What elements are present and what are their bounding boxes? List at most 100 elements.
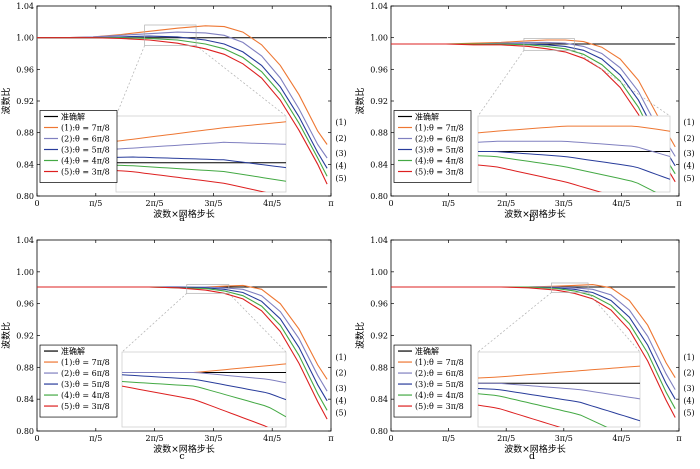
y-tick-label: 1.04	[16, 2, 34, 11]
x-tick-label: 4π/5	[263, 199, 281, 208]
legend: 准确解 (1):θ = 7π/8 (2):θ = 6π/8 (3):θ = 5π/8 (…	[39, 110, 118, 183]
x-axis-label: 波数×网格步长	[153, 208, 215, 220]
legend-box	[393, 110, 472, 183]
legend: 准确解 (1):θ = 7π/8 (2):θ = 6π/8 (3):θ = 5π/8 (…	[393, 110, 472, 183]
inset-series-line-5	[478, 404, 561, 427]
x-tick-label: π/5	[89, 434, 102, 443]
legend-entry-3: (3):θ = 5π/8	[61, 146, 110, 155]
x-tick-label: 4π/5	[263, 434, 281, 443]
y-tick-label: 1.04	[16, 236, 34, 245]
panel-d: 0.80 0.84 0.88 0.92 0.96 1.00 1.04 0 π/5 2π/5 3π/5…	[354, 236, 695, 462]
zoom-connector-right	[195, 45, 287, 117]
y-axis-label: 波数比	[354, 87, 366, 114]
y-axis-label: 波数比	[354, 322, 366, 349]
x-axis-label: 波数×网格步长	[153, 443, 215, 455]
x-tick-label: 4π/5	[612, 199, 630, 208]
curve-end-label: (1)	[335, 353, 346, 362]
y-tick-label: 0.80	[16, 192, 34, 201]
inset-series-line-2	[116, 141, 286, 150]
zoom-connector-left	[477, 292, 552, 353]
x-tick-label: 0	[388, 199, 393, 208]
legend-entry-5: (5):θ = 3π/8	[61, 402, 110, 411]
x-tick-label: π/5	[89, 199, 102, 208]
legend-entry-2: (2):θ = 6π/8	[61, 135, 110, 144]
legend-entry-0: 准确解	[415, 346, 439, 356]
y-tick-label: 0.84	[370, 160, 388, 169]
y-tick-label: 0.80	[16, 427, 34, 436]
curve-end-label: (1)	[335, 118, 346, 127]
x-axis-label: 波数×网格步长	[504, 443, 566, 455]
x-tick-label: 2π/5	[146, 434, 164, 443]
curve-end-label: (4)	[683, 396, 694, 405]
x-tick-label: π	[676, 199, 681, 208]
legend-entry-3: (3):θ = 5π/8	[415, 146, 464, 155]
panel-caption: a	[179, 213, 185, 224]
zoom-connector-left	[477, 50, 525, 117]
y-tick-label: 1.00	[16, 268, 34, 277]
x-tick-label: π/5	[442, 199, 455, 208]
y-tick-label: 1.00	[370, 34, 388, 43]
zoom-region-box	[144, 24, 197, 46]
y-tick-label: 0.88	[16, 129, 34, 138]
inset-series-line-1	[116, 121, 286, 142]
inset-series-line-3	[122, 374, 286, 401]
curve-end-label: (2)	[335, 369, 346, 378]
legend-entry-4: (4):θ = 4π/8	[415, 157, 464, 166]
legend: 准确解 (1):θ = 7π/8 (2):θ = 6π/8 (3):θ = 5π/8 (…	[39, 344, 118, 418]
y-tick-label: 0.92	[370, 332, 388, 341]
x-tick-label: 2π/5	[497, 434, 515, 443]
x-tick-label: 3π/5	[555, 199, 573, 208]
y-tick-label: 1.00	[16, 34, 34, 43]
inset-series-line-5	[478, 164, 603, 192]
y-tick-label: 0.88	[16, 363, 34, 372]
inset-series-line-3	[478, 388, 640, 422]
y-tick-label: 1.04	[370, 236, 388, 245]
legend-entry-3: (3):θ = 5π/8	[61, 380, 110, 389]
curve-end-label: (4)	[683, 161, 694, 170]
panel-a: 0.80 0.84 0.88 0.92 0.96 1.00 1.04 0 π/5 2π/5 3π/5…	[0, 2, 347, 224]
y-tick-label: 0.84	[370, 395, 388, 404]
x-tick-label: 2π/5	[146, 199, 164, 208]
legend-entry-2: (2):θ = 6π/8	[61, 369, 110, 378]
inset-frame	[477, 351, 641, 428]
y-tick-label: 1.00	[370, 268, 388, 277]
curve-end-label: (4)	[335, 396, 346, 405]
inset-plot	[477, 351, 641, 428]
x-tick-label: 2π/5	[497, 199, 515, 208]
x-tick-label: π/5	[442, 434, 455, 443]
inset-series-line-3	[116, 156, 286, 169]
curve-end-label: (5)	[335, 409, 346, 418]
curve-end-label: (2)	[683, 369, 694, 378]
x-tick-label: π	[328, 434, 333, 443]
y-tick-label: 0.88	[370, 363, 388, 372]
zoom-region-box	[523, 38, 575, 51]
x-tick-label: 0	[34, 434, 39, 443]
inset-series-line-2	[122, 372, 286, 384]
x-tick-label: 4π/5	[612, 434, 630, 443]
legend-entry-0: 准确解	[61, 346, 85, 356]
legend-entry-0: 准确解	[61, 112, 85, 122]
y-axis-label: 波数比	[0, 87, 12, 114]
inset-series-line-4	[122, 381, 286, 418]
panel-c: 0.80 0.84 0.88 0.92 0.96 1.00 1.04 0 π/5 2π/5 3π/5…	[0, 236, 347, 462]
zoom-connector-right	[228, 293, 287, 353]
curve-end-label: (5)	[683, 174, 694, 183]
inset-frame	[115, 115, 287, 193]
zoom-connector-left	[121, 293, 187, 353]
panel-caption: d	[529, 451, 535, 462]
legend-entry-1: (1):θ = 7π/8	[415, 124, 464, 133]
legend-entry-1: (1):θ = 7π/8	[61, 124, 110, 133]
zoom-region-box	[551, 282, 589, 293]
curve-end-label: (2)	[683, 134, 694, 143]
y-tick-label: 0.92	[370, 97, 388, 106]
x-tick-label: 3π/5	[204, 199, 222, 208]
legend-entry-4: (4):θ = 4π/8	[61, 391, 110, 400]
inset-series-line-4	[478, 393, 608, 427]
legend-entry-4: (4):θ = 4π/8	[61, 157, 110, 166]
x-tick-label: π	[676, 434, 681, 443]
y-tick-label: 0.96	[16, 300, 34, 309]
inset-series-line-2	[478, 382, 640, 400]
x-tick-label: 3π/5	[555, 434, 573, 443]
inset-series-line-3	[478, 151, 670, 180]
